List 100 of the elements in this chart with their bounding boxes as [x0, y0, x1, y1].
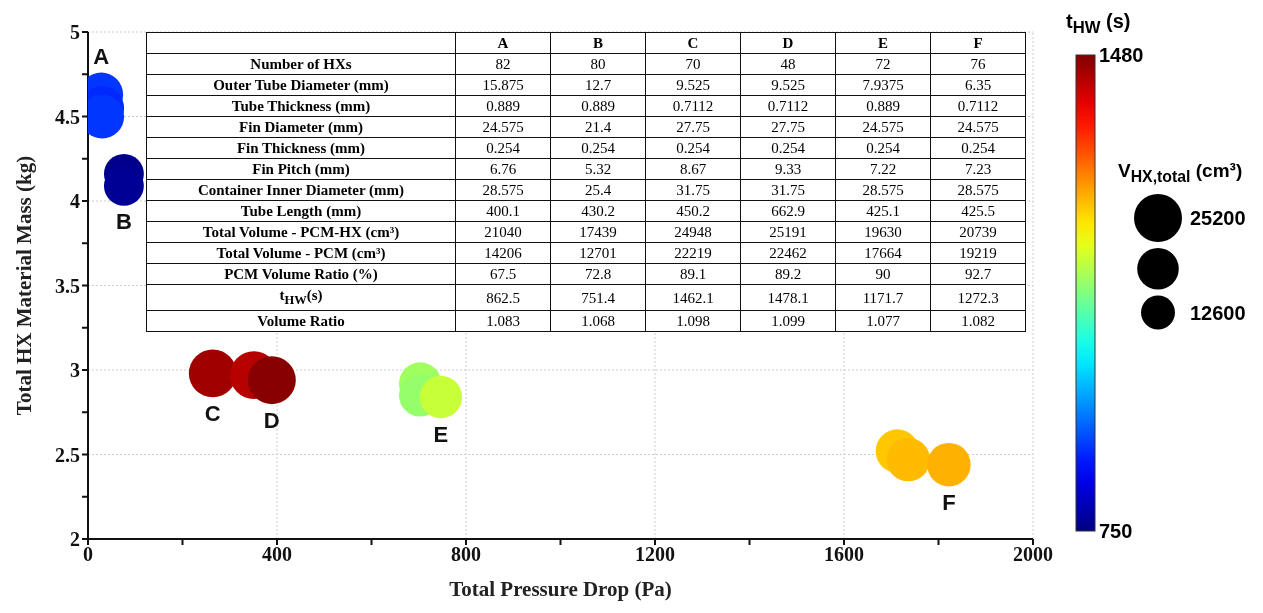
text: 6.35: [964, 77, 992, 93]
category-label: Total Volume - PCM-HX (cm³): [202, 224, 400, 240]
text: 27.75: [771, 119, 805, 135]
category-label: Container Inner Diameter (mm): [197, 182, 405, 198]
legend-title: V$_{HX,total}$ (cm³): [1118, 160, 1243, 186]
category-label: C: [645, 32, 741, 54]
x-tick-label: 400: [262, 543, 292, 566]
text: 0.254: [771, 140, 805, 156]
text: 1.083: [486, 313, 520, 329]
text: 9.525: [771, 77, 805, 93]
text: 430.2: [581, 203, 615, 219]
category-label: Number of HXs: [250, 56, 352, 72]
category-label: E: [835, 32, 931, 54]
text: 0.254: [866, 140, 900, 156]
x-tick-label: 1600: [824, 543, 864, 566]
legend-label: 12600: [1190, 301, 1246, 324]
color-bar-title: t$_{HW}$ (s): [1066, 10, 1131, 38]
text: 19630: [864, 224, 902, 240]
text: 450.2: [676, 203, 710, 219]
text: 28.575: [482, 182, 524, 198]
text: 28.575: [957, 182, 999, 198]
category-label: Fin Diameter (mm): [239, 119, 363, 135]
y-tick-label: 5: [70, 21, 80, 44]
y-tick-label: 4: [70, 190, 80, 213]
text: 7.23: [964, 161, 992, 177]
text: 12701: [579, 245, 617, 261]
text: 17439: [579, 224, 617, 240]
text: 7.9375: [862, 77, 904, 93]
category-label: A: [455, 32, 551, 54]
text: 89.2: [774, 266, 802, 282]
text: 0.889: [581, 98, 615, 114]
text: 1.077: [866, 313, 900, 329]
category-label: Fin Thickness (mm): [236, 140, 366, 156]
text: 751.4: [581, 289, 615, 306]
text: 80: [590, 56, 606, 72]
text: 12.7: [584, 77, 612, 93]
y-axis-title: Total HX Material Mass (kg): [12, 155, 37, 416]
annotation: B: [115, 209, 132, 235]
text: 8.67: [679, 161, 707, 177]
x-tick-label: 800: [451, 543, 481, 566]
category-label: PCM Volume Ratio (%): [224, 266, 378, 282]
text: 72.8: [584, 266, 612, 282]
text: 0.7112: [672, 98, 714, 114]
text: 28.575: [862, 182, 904, 198]
text: 17664: [864, 245, 902, 261]
y-tick-label: 2.5: [55, 443, 80, 466]
text: 31.75: [771, 182, 805, 198]
text: 0.7112: [767, 98, 809, 114]
x-tick-label: 2000: [1013, 543, 1053, 566]
text: 1171.7: [862, 289, 904, 306]
text: 1.068: [581, 313, 615, 329]
text: 862.5: [486, 289, 520, 306]
category-label: F: [930, 32, 1026, 54]
annotation: F: [942, 489, 956, 515]
text: 1478.1: [767, 289, 809, 306]
y-tick-label: 3: [70, 359, 80, 382]
text: 27.75: [676, 119, 710, 135]
text: 67.5: [489, 266, 517, 282]
text: 1462.1: [672, 289, 714, 306]
text: 6.76: [489, 161, 517, 177]
category-label: t$_{HW}$(s): [279, 287, 323, 307]
color-bar-label: 1480: [1099, 44, 1144, 66]
x-tick-label: 1200: [635, 543, 675, 566]
text: 1.082: [961, 313, 995, 329]
text: 89.1: [679, 266, 707, 282]
category-label: Total Volume - PCM (cm³): [216, 245, 386, 261]
text: 7.22: [869, 161, 897, 177]
text: 90: [875, 266, 891, 282]
text: 5.32: [584, 161, 612, 177]
text: 425.5: [961, 203, 995, 219]
category-label: B: [550, 32, 646, 54]
text: 19219: [959, 245, 997, 261]
text: 92.7: [964, 266, 992, 282]
text: 20739: [959, 224, 997, 240]
category-label: Outer Tube Diameter (mm): [213, 77, 389, 93]
text: 0.889: [866, 98, 900, 114]
text: 9.525: [676, 77, 710, 93]
text: 15.875: [482, 77, 524, 93]
text: 0.889: [486, 98, 520, 114]
category-label: D: [740, 32, 836, 54]
legend-label: 25200: [1190, 207, 1246, 229]
text: 425.1: [866, 203, 900, 219]
annotation: D: [263, 407, 280, 433]
text: 72: [875, 56, 891, 72]
text: 0.254: [676, 140, 710, 156]
text: 22462: [769, 245, 807, 261]
text: 21.4: [584, 119, 612, 135]
text: 70: [685, 56, 701, 72]
y-tick-label: 2: [70, 528, 80, 551]
y-tick-label: 3.5: [55, 274, 80, 297]
text: 22219: [674, 245, 712, 261]
text: 0.254: [581, 140, 615, 156]
text: 25191: [769, 224, 807, 240]
text: 400.1: [486, 203, 520, 219]
text: 1272.3: [957, 289, 999, 306]
text: 662.9: [771, 203, 805, 219]
text: 0.254: [961, 140, 995, 156]
text: 14206: [484, 245, 522, 261]
category-label: Volume Ratio: [257, 313, 345, 329]
text: 1.098: [676, 313, 710, 329]
